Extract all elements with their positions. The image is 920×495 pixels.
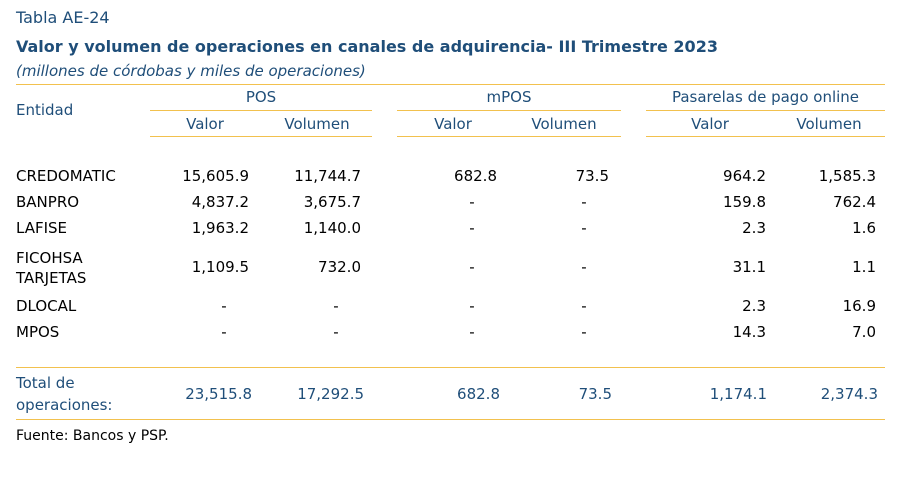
table-cell: - [581,297,587,315]
header-group-pos: POS [245,88,277,106]
table-cell: - [469,258,475,276]
table-cell: - [221,323,227,341]
header-group-online: Pasarelas de pago online [671,88,860,106]
table-cell: 73.5 [575,167,609,185]
header-online-volumen: Volumen [796,115,862,133]
table-cell: 7.0 [852,323,876,341]
pos-group-rule [150,110,372,111]
row-entity: FICOHSA [16,249,83,267]
total-label-line1: Total de [16,374,75,392]
header-pos-valor: Valor [186,115,224,133]
table-cell: 16.9 [842,297,876,315]
mpos-sub-rule [397,136,621,137]
table-cell: 1.6 [852,219,876,237]
table-cell: - [581,219,587,237]
table-cell: 4,837.2 [191,193,249,211]
header-pos-volumen: Volumen [284,115,350,133]
table-cell: 31.1 [732,258,766,276]
table-cell: - [469,219,475,237]
table-cell: 762.4 [833,193,876,211]
table-cell: 682.8 [454,167,497,185]
table-cell: 2.3 [742,297,766,315]
table-cell: 1,963.2 [191,219,249,237]
total-cell: 2,374.3 [820,385,878,403]
row-entity: LAFISE [16,219,68,237]
total-cell: 1,174.1 [709,385,767,403]
total-label-line2: operaciones: [16,396,113,414]
table-cell: 732.0 [318,258,361,276]
table-cell: 3,675.7 [303,193,361,211]
header-mpos-volumen: Volumen [531,115,597,133]
table-cell: 1,585.3 [818,167,876,185]
online-sub-rule [646,136,885,137]
row-entity: MPOS [16,323,60,341]
pos-sub-rule [150,136,372,137]
table-cell: - [333,323,339,341]
row-entity: BANPRO [16,193,80,211]
table-cell: 14.3 [732,323,766,341]
table-cell: - [581,258,587,276]
total-cell: 682.8 [457,385,500,403]
table-cell: 1.1 [852,258,876,276]
header-group-mpos: mPOS [486,88,532,106]
mpos-group-rule [397,110,621,111]
table-cell: 964.2 [723,167,766,185]
total-cell: 73.5 [578,385,612,403]
total-bottom-rule [16,419,885,420]
header-entity: Entidad [16,101,74,119]
table-cell: 15,605.9 [182,167,249,185]
table-cell: 1,109.5 [191,258,249,276]
table-cell: - [469,323,475,341]
table-id-label: Tabla AE-24 [16,8,110,27]
table-cell: - [581,323,587,341]
table-cell: 11,744.7 [294,167,361,185]
table-cell: - [221,297,227,315]
online-group-rule [646,110,885,111]
table-cell: 1,140.0 [303,219,361,237]
total-cell: 17,292.5 [297,385,364,403]
table-cell: - [469,297,475,315]
source-note: Fuente: Bancos y PSP. [16,428,169,444]
table-cell: 2.3 [742,219,766,237]
table-cell: - [469,193,475,211]
header-online-valor: Valor [691,115,729,133]
table-cell: - [333,297,339,315]
row-entity: DLOCAL [16,297,77,315]
total-top-rule [16,367,885,368]
table-cell: 159.8 [723,193,766,211]
table-subtitle: (millones de córdobas y miles de operaci… [16,62,366,80]
row-entity: TARJETAS [16,269,87,287]
total-cell: 23,515.8 [185,385,252,403]
row-entity: CREDOMATIC [16,167,116,185]
table-cell: - [581,193,587,211]
top-rule [16,84,885,85]
header-mpos-valor: Valor [434,115,472,133]
table-title: Valor y volumen de operaciones en canale… [16,37,718,56]
